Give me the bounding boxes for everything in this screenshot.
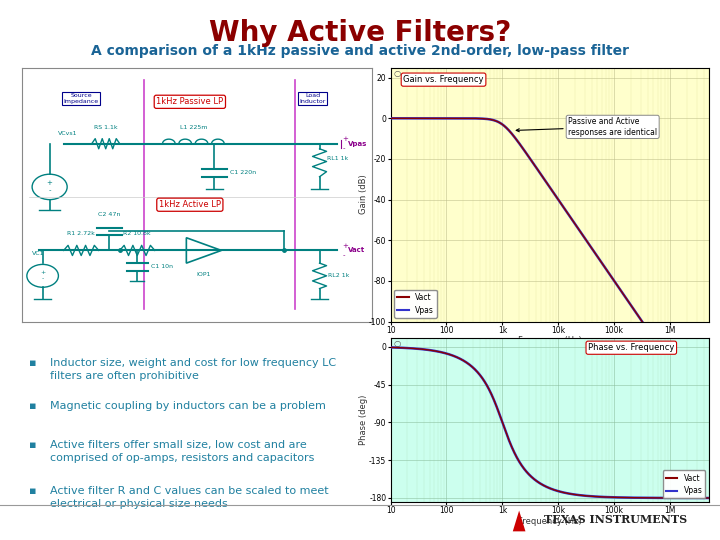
Vact: [541, 483, 550, 490]
Text: Active filters offer small size, low cost and are
comprised of op-amps, resistor: Active filters offer small size, low cos…: [50, 440, 314, 463]
Vact: [637, 495, 646, 501]
Vact: [705, 416, 714, 422]
Vpas: [402, 115, 411, 122]
Vpas: [705, 416, 714, 422]
Text: ○: ○: [394, 339, 401, 348]
Text: +
-: + -: [40, 271, 45, 281]
Vact: [637, 318, 646, 324]
Text: Vpas: Vpas: [348, 141, 367, 147]
Vpas: [705, 495, 714, 501]
Text: Vact: Vact: [348, 247, 365, 253]
Vact: [541, 178, 550, 184]
Text: A comparison of a 1kHz passive and active 2nd-order, low-pass filter: A comparison of a 1kHz passive and activ…: [91, 44, 629, 58]
Vpas: [637, 495, 646, 501]
Vact: [696, 402, 704, 409]
Y-axis label: Phase (deg): Phase (deg): [359, 395, 368, 445]
Vpas: [696, 402, 704, 409]
Vpas: [696, 402, 704, 409]
Vact: [386, 344, 395, 350]
Vact: [533, 165, 541, 172]
Polygon shape: [513, 511, 526, 531]
Text: ▪: ▪: [29, 401, 36, 410]
Text: Gain vs. Frequency: Gain vs. Frequency: [403, 75, 484, 84]
Text: IOP1: IOP1: [197, 272, 211, 277]
Text: Load
Inductor: Load Inductor: [300, 93, 325, 104]
Vact: [705, 495, 714, 501]
Line: Vact: Vact: [390, 118, 709, 419]
Text: Passive and Active
responses are identical: Passive and Active responses are identic…: [516, 117, 657, 137]
Text: Inductor size, weight and cost for low frequency LC
filters are often prohibitiv: Inductor size, weight and cost for low f…: [50, 358, 336, 381]
Vpas: [541, 483, 550, 490]
Text: R2 10.8k: R2 10.8k: [123, 232, 151, 237]
Vpas: [533, 165, 541, 172]
Vpas: [696, 495, 704, 501]
Vact: [696, 495, 704, 501]
Text: ▪: ▪: [29, 358, 36, 368]
Vpas: [386, 115, 395, 122]
Vact: [386, 115, 395, 122]
Vact: [402, 115, 411, 122]
Legend: Vact, Vpas: Vact, Vpas: [395, 290, 437, 318]
Vpas: [386, 344, 395, 350]
Line: Vpas: Vpas: [390, 347, 709, 498]
Line: Vact: Vact: [390, 347, 709, 498]
Text: ▪: ▪: [29, 486, 36, 496]
Vpas: [402, 345, 411, 351]
Text: C1 10n: C1 10n: [151, 265, 174, 269]
Text: 1kHz Active LP: 1kHz Active LP: [159, 200, 221, 209]
Vpas: [533, 478, 541, 484]
Text: RL1 1k: RL1 1k: [327, 157, 348, 161]
Vact: [533, 478, 541, 484]
Text: ○: ○: [394, 69, 401, 78]
Vpas: [541, 178, 550, 184]
X-axis label: Frequency (Hz): Frequency (Hz): [518, 336, 582, 345]
Text: RL2 1k: RL2 1k: [328, 273, 350, 278]
Text: +: +: [342, 243, 348, 249]
Text: VCvs1: VCvs1: [58, 131, 78, 136]
Text: +
-: + -: [47, 180, 53, 193]
Text: RS 1.1k: RS 1.1k: [94, 125, 117, 130]
Text: Why Active Filters?: Why Active Filters?: [209, 19, 511, 47]
Text: ▪: ▪: [29, 440, 36, 450]
Text: Source
Impedance: Source Impedance: [63, 93, 99, 104]
Text: TEXAS INSTRUMENTS: TEXAS INSTRUMENTS: [544, 514, 687, 525]
Vpas: [637, 318, 646, 324]
Vpas: [696, 495, 704, 501]
Text: VC1: VC1: [32, 251, 45, 255]
Text: Phase vs. Frequency: Phase vs. Frequency: [588, 343, 675, 352]
Legend: Vact, Vpas: Vact, Vpas: [663, 470, 706, 498]
Text: C1 220n: C1 220n: [230, 171, 256, 176]
Text: 1kHz Passive LP: 1kHz Passive LP: [156, 97, 223, 106]
Text: Magnetic coupling by inductors can be a problem: Magnetic coupling by inductors can be a …: [50, 401, 325, 410]
Text: +: +: [342, 136, 348, 142]
Line: Vpas: Vpas: [390, 118, 709, 419]
Text: L1 225m: L1 225m: [180, 125, 207, 130]
Text: Active filter R and C values can be scaled to meet
electrical or physical size n: Active filter R and C values can be scal…: [50, 486, 328, 509]
Text: C2 47n: C2 47n: [98, 212, 120, 218]
Text: R1 2.72k: R1 2.72k: [67, 232, 95, 237]
Vact: [696, 495, 704, 501]
Vact: [402, 345, 411, 351]
Y-axis label: Gain (dB): Gain (dB): [359, 174, 368, 214]
X-axis label: Frequency (Hz): Frequency (Hz): [518, 517, 582, 526]
Text: -: -: [342, 252, 345, 258]
Vact: [696, 402, 704, 409]
Text: -: -: [342, 145, 345, 151]
